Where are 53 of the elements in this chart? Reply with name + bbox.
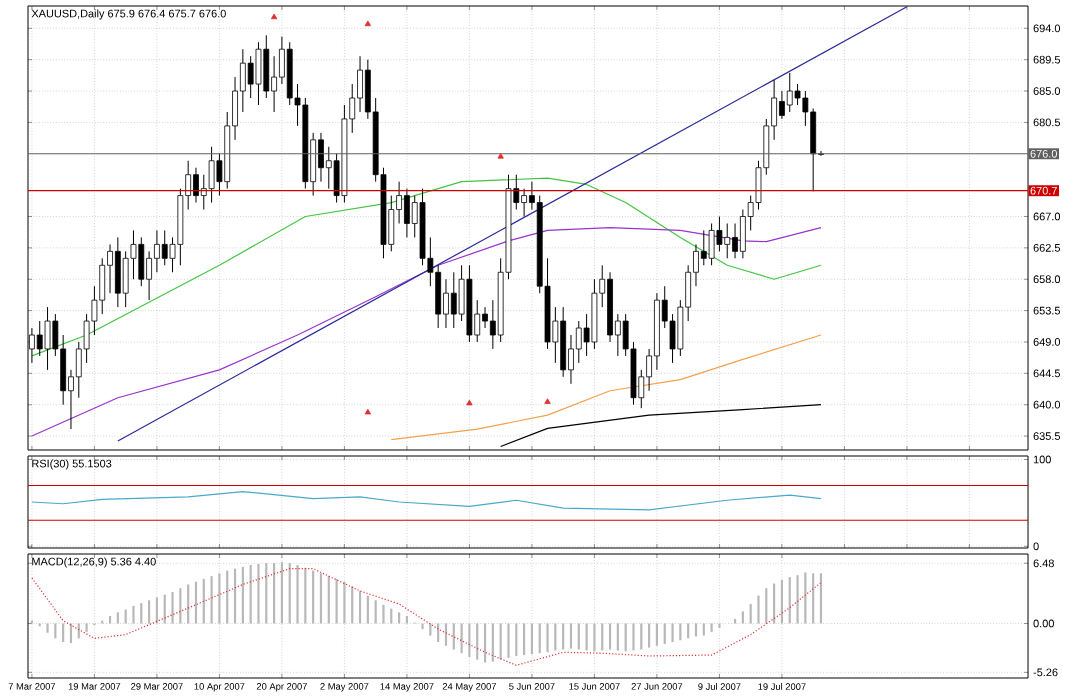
line-series [31,177,822,357]
candlestick [654,292,660,371]
candlestick [146,250,152,301]
candlestick [404,188,410,238]
point [270,13,278,20]
candlestick [739,209,746,259]
candlestick [247,55,254,99]
candlestick [122,250,129,308]
candlestick [325,146,332,190]
line-series [390,334,822,441]
candlestick [318,132,324,183]
candlestick [357,55,363,113]
candlestick [521,188,527,218]
candlestick [263,34,270,99]
point [466,399,473,406]
candlestick [607,271,613,343]
candlestick [161,229,168,266]
point [544,398,551,404]
candlestick [708,222,715,266]
point [364,408,372,415]
candlestick [700,229,707,266]
candlestick [716,216,723,252]
point [364,20,372,27]
candlestick [466,264,473,343]
candlestick [591,278,598,350]
candlestick [114,236,121,308]
candlestick [435,264,442,329]
candlestick [36,320,43,357]
candlestick [302,97,309,190]
candlestick [138,236,145,287]
point [497,152,504,159]
line-series [31,490,822,511]
candlestick [208,146,215,204]
candlestick [271,55,277,113]
candlestick [154,229,160,273]
candlestick [779,90,785,120]
candlestick [482,306,488,329]
line-series [31,568,822,666]
candlestick [99,257,106,315]
candlestick [732,222,738,259]
candlestick [443,278,449,329]
candlestick [450,271,457,329]
candlestick [341,104,348,204]
candlestick [560,306,567,378]
candlestick [724,222,731,259]
candlestick [107,243,113,294]
candlestick [44,306,51,371]
candlestick [575,320,582,364]
candlestick [255,41,262,106]
candlestick [786,72,793,113]
candlestick [419,188,426,266]
candlestick [286,41,293,106]
candlestick [193,167,199,204]
